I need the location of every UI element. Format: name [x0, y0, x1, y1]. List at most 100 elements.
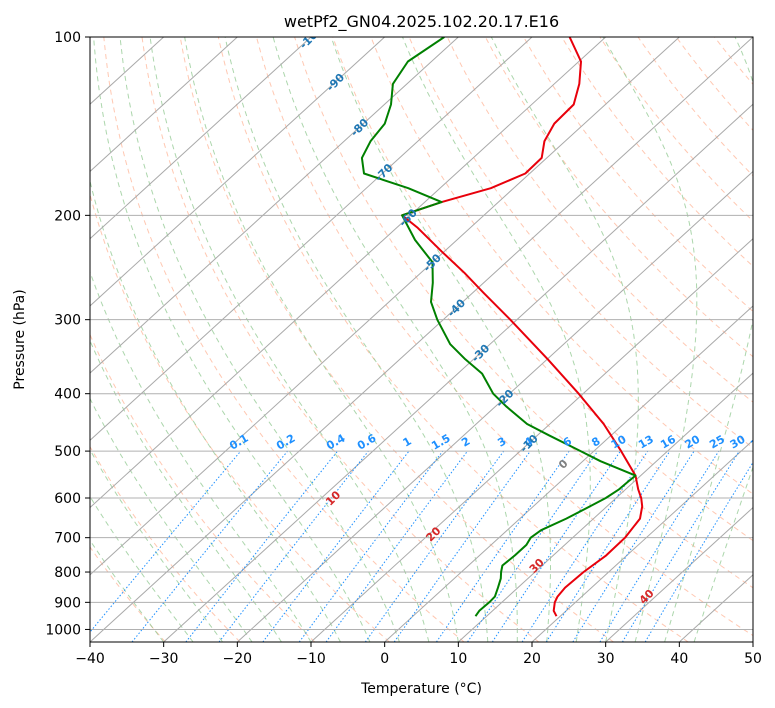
y-tick-label: 100	[54, 30, 81, 46]
x-tick-label: 10	[449, 651, 467, 667]
x-tick-label: 0	[380, 651, 389, 667]
moist-adiabat	[402, 37, 591, 642]
y-tick-label: 200	[54, 208, 81, 224]
y-tick-label: 1000	[45, 622, 81, 638]
dry-adiabat	[90, 333, 316, 642]
mixing-ratio-label: 36	[748, 432, 768, 451]
dewpoint-profile-line	[360, 37, 637, 617]
x-tick-label: −20	[223, 651, 253, 667]
y-tick-label: 900	[54, 595, 81, 611]
mixing-ratio-label: 13	[636, 433, 656, 452]
isotherm-line	[531, 439, 753, 642]
isotherm-line	[90, 37, 312, 240]
dry-adiabat	[561, 37, 753, 267]
dry-adiabat	[256, 37, 753, 637]
mixing-ratio-line	[491, 450, 621, 642]
mixing-ratio-line	[131, 450, 288, 642]
line-labels: 0.1 0.2 0.4 0.6 1 1.5 2 3 4 6 8 10 13 16 20 25 30 36-100-…	[227, 37, 768, 607]
isotherm-line	[457, 372, 753, 642]
mixing-ratio-line	[185, 450, 338, 642]
x-tick-label: 40	[670, 651, 688, 667]
mixing-ratio-line	[298, 450, 444, 642]
dry-adiabat	[637, 37, 753, 177]
isotherm-line	[90, 37, 459, 374]
isotherm-line	[236, 170, 753, 642]
mixing-ratio-line	[572, 450, 695, 642]
moist-adiabat	[330, 37, 551, 642]
mixing-ratio-line	[545, 450, 671, 642]
mixing-ratio-label: 0.1	[227, 432, 250, 453]
mixing-ratio-label: 2	[459, 435, 472, 450]
x-tick-label: −10	[296, 651, 326, 667]
dry-adiabat	[370, 37, 753, 495]
moist-adiabat	[184, 37, 459, 642]
mixing-ratio-line	[218, 450, 369, 642]
mixing-ratio-label: 16	[658, 432, 678, 451]
isotherm-line	[163, 103, 753, 642]
x-tick-label: 20	[523, 651, 541, 667]
profile-lines	[360, 37, 644, 617]
moist-adiabat	[224, 37, 489, 642]
dry-adiabat	[408, 37, 753, 449]
y-tick-label: 600	[54, 491, 81, 507]
mixing-ratio-label: 1	[401, 435, 414, 450]
mixing-ratio-line	[599, 450, 720, 642]
mixing-ratio-line	[644, 461, 753, 642]
moist-adiabat	[90, 339, 282, 642]
y-tick-label: 800	[54, 565, 81, 581]
mixing-ratio-label: 1.5	[429, 432, 452, 453]
mixing-ratio-label: 25	[707, 433, 727, 452]
dry-adiabat	[90, 445, 241, 642]
dry-adiabat	[103, 37, 465, 642]
dry-adiabat-label: 10	[323, 488, 343, 508]
pressure-grid	[90, 37, 753, 630]
mixing-ratio-label: 0.2	[274, 432, 297, 453]
x-tick-label: 30	[597, 651, 615, 667]
isotherm-line	[90, 37, 386, 307]
dry-adiabat	[752, 37, 753, 39]
mixing-ratio-line	[435, 450, 570, 642]
moist-adiabat	[90, 495, 194, 642]
y-axis: 100 200 300 400 500 600 700 800 900 1000	[45, 30, 90, 638]
y-axis-title: Pressure (hPa)	[12, 289, 28, 389]
dry-adiabat	[294, 37, 753, 589]
x-tick-label: 50	[744, 651, 762, 667]
mixing-ratio-line	[467, 450, 599, 642]
isotherm-line	[384, 305, 753, 642]
dry-adiabat-label: 20	[423, 524, 443, 544]
dry-adiabat	[714, 37, 753, 85]
moist-adiabat	[272, 37, 518, 642]
isotherm-line	[90, 37, 533, 442]
y-tick-label: 400	[54, 387, 81, 403]
chart-title: wetPf2_GN04.2025.102.20.17.E16	[284, 12, 559, 32]
moist-adiabat	[490, 37, 639, 642]
dry-adiabat-label: 40	[637, 587, 657, 607]
y-tick-label: 300	[54, 313, 81, 329]
x-axis: −40 −30 −20 −10 0 10 20 30 40 50	[75, 642, 762, 667]
isotherm-line	[310, 237, 753, 642]
mixing-ratio-label: 8	[589, 435, 602, 450]
moist-adiabat	[90, 178, 341, 642]
mixing-ratio-line	[262, 450, 410, 642]
x-tick-label: −30	[149, 651, 179, 667]
isotherm-line	[90, 37, 753, 642]
isotherm-line	[90, 37, 607, 509]
moist-adiabat-label: 0	[556, 457, 571, 472]
moist-adiabat	[90, 270, 312, 642]
dry-adiabat	[523, 37, 753, 313]
x-axis-title: Temperature (°C)	[360, 681, 482, 697]
mixing-ratio-line	[364, 450, 505, 642]
mixing-ratio-line	[325, 450, 468, 642]
moist-adiabat	[693, 465, 753, 642]
dry-adiabat	[217, 37, 689, 642]
dry-adiabat	[90, 192, 390, 642]
dry-adiabat	[446, 37, 753, 403]
y-tick-label: 700	[54, 531, 81, 547]
isotherm-line	[605, 506, 753, 642]
dry-adiabat	[141, 37, 540, 642]
dry-adiabat	[179, 37, 614, 642]
dry-adiabat	[332, 37, 753, 542]
mixing-ratio-label: 30	[728, 432, 748, 451]
mixing-ratio-line	[621, 450, 740, 642]
